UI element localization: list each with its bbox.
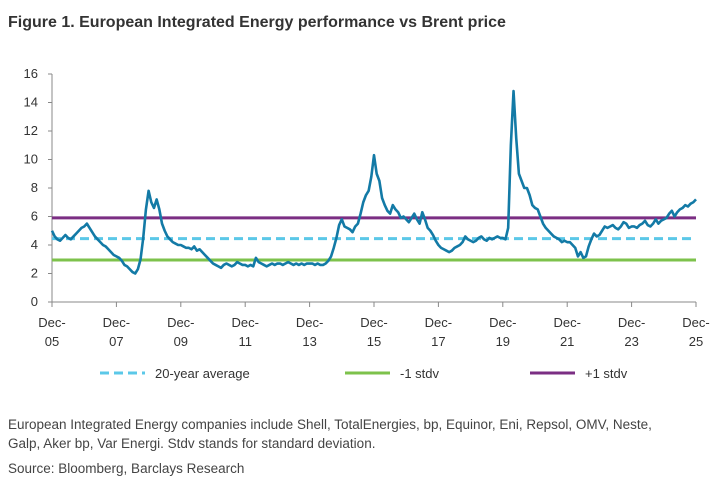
footnote: European Integrated Energy companies inc…	[8, 417, 652, 432]
x-tick-label: Dec- 23	[618, 315, 645, 349]
x-tick-label: Dec- 15	[360, 315, 387, 349]
x-tick-label: Dec- 17	[425, 315, 452, 349]
x-tick-label-line: Dec-	[618, 315, 645, 330]
x-tick-label-line: 05	[45, 334, 59, 349]
x-tick-label: Dec- 19	[489, 315, 516, 349]
x-tick-label-line: Dec-	[489, 315, 516, 330]
x-tick-label: Dec- 25	[682, 315, 709, 349]
x-tick-label-line: Dec-	[38, 315, 65, 330]
x-tick-label-line: Dec-	[231, 315, 258, 330]
x-tick-label-line: Dec-	[103, 315, 130, 330]
source: Source: Bloomberg, Barclays Research	[8, 461, 245, 476]
y-tick-label: 2	[31, 266, 38, 281]
data-line	[50, 89, 697, 275]
y-tick-label: 8	[31, 180, 38, 195]
y-tick-label: 6	[31, 209, 38, 224]
chart: 0246810121416Dec-05Dec-07Dec-09Dec-11Dec…	[24, 66, 710, 381]
x-tick-label: Dec- 09	[167, 315, 194, 349]
x-tick-label-line: 21	[560, 334, 574, 349]
footnote: Galp, Aker bp, Var Energi. Stdv stands f…	[8, 436, 376, 451]
y-tick-label: 10	[24, 152, 38, 167]
x-tick-label-line: 23	[624, 334, 638, 349]
x-tick-label: Dec- 13	[296, 315, 323, 349]
x-tick-label-line: Dec-	[360, 315, 387, 330]
legend-label: -1 stdv	[400, 366, 440, 381]
x-tick-label-line: 09	[174, 334, 188, 349]
y-tick-label: 0	[31, 294, 38, 309]
x-tick-label: Dec- 11	[231, 315, 258, 349]
x-tick-label: Dec- 07	[103, 315, 130, 349]
x-tick-label-line: 17	[431, 334, 445, 349]
y-tick-label: 16	[24, 66, 38, 81]
y-tick-label: 4	[31, 237, 38, 252]
x-tick-label-line: Dec-	[682, 315, 709, 330]
chart-title: Figure 1. European Integrated Energy per…	[8, 14, 506, 31]
legend-label: 20-year average	[155, 366, 250, 381]
x-tick-label-line: Dec-	[553, 315, 580, 330]
x-tick-label: Dec- 05	[38, 315, 65, 349]
x-tick-label-line: Dec-	[296, 315, 323, 330]
x-tick-label-line: Dec-	[425, 315, 452, 330]
x-tick-label: Dec- 21	[553, 315, 580, 349]
legend-label: +1 stdv	[585, 366, 628, 381]
x-tick-label-line: 25	[689, 334, 703, 349]
x-tick-label-line: 15	[367, 334, 381, 349]
x-tick-label-line: 11	[238, 334, 252, 349]
x-tick-label-line: Dec-	[167, 315, 194, 330]
y-tick-label: 14	[24, 95, 38, 110]
x-tick-label-line: 13	[302, 334, 316, 349]
y-tick-label: 12	[24, 123, 38, 138]
x-tick-label-line: 07	[109, 334, 123, 349]
x-tick-label-line: 19	[496, 334, 510, 349]
